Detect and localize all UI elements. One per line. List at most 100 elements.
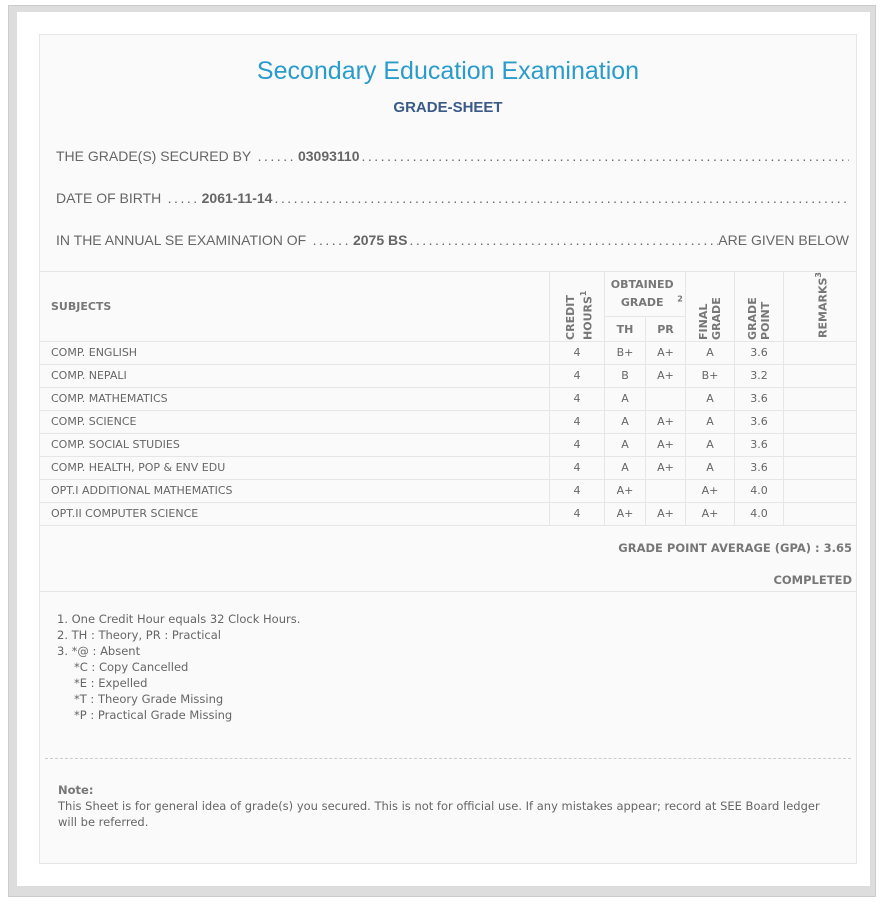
cell-credit: 4 xyxy=(549,455,605,480)
exam-year: 2075 BS xyxy=(352,232,408,248)
cell-credit: 4 xyxy=(549,386,605,411)
dot-leader: ...... xyxy=(306,232,351,248)
cell-gp: 4.0 xyxy=(734,478,784,503)
footnote: 1. One Credit Hour equals 32 Clock Hours… xyxy=(57,612,301,626)
table-row: OPT.II COMPUTER SCIENCE 4 A+ A+ A+ 4.0 xyxy=(40,501,857,526)
page-title: Secondary Education Examination xyxy=(256,57,640,85)
table-row: COMP. HEALTH, POP & ENV EDU 4 A A+ A 3.6 xyxy=(40,455,857,480)
cell-final: A xyxy=(685,409,735,434)
cell-remarks xyxy=(783,363,857,388)
exam-line: IN THE ANNUAL SE EXAMINATION OF ...... 2… xyxy=(56,232,849,248)
note: Note: This Sheet is for general idea of … xyxy=(58,782,836,830)
header-final-grade: FINAL GRADE xyxy=(685,271,735,342)
header-th: TH xyxy=(604,316,646,342)
cell-remarks xyxy=(783,386,857,411)
cell-pr: A+ xyxy=(645,340,686,365)
exam-label: IN THE ANNUAL SE EXAMINATION OF xyxy=(56,232,307,248)
cell-subject: COMP. ENGLISH xyxy=(40,340,550,365)
cell-pr: A+ xyxy=(645,432,686,457)
header-credit-hours: CREDIT HOURS1 xyxy=(549,271,605,342)
remark-code: *E : Expelled xyxy=(74,676,148,690)
cell-gp: 3.2 xyxy=(734,363,784,388)
cell-pr xyxy=(645,386,686,411)
dot-leader: ...... xyxy=(251,148,296,164)
cell-pr: A+ xyxy=(645,363,686,388)
header-pr: PR xyxy=(645,316,686,342)
cell-remarks xyxy=(783,409,857,434)
cell-subject: COMP. HEALTH, POP & ENV EDU xyxy=(40,455,550,480)
cell-remarks xyxy=(783,432,857,457)
cell-remarks xyxy=(783,340,857,365)
cell-subject: OPT.II COMPUTER SCIENCE xyxy=(40,501,550,526)
secured-label: THE GRADE(S) SECURED BY xyxy=(56,148,252,164)
footnote-ref: 1 xyxy=(579,289,588,296)
header-obtained-grade: OBTAINED GRADE 2 xyxy=(604,270,686,318)
note-label: Note: xyxy=(58,783,94,797)
cell-final: A xyxy=(685,432,735,457)
table-row: COMP. MATHEMATICS 4 A A 3.6 xyxy=(40,386,857,411)
cell-subject: OPT.I ADDITIONAL MATHEMATICS xyxy=(40,478,550,503)
cell-subject: COMP. NEPALI xyxy=(40,363,550,388)
table-row: COMP. ENGLISH 4 B+ A+ A 3.6 xyxy=(40,340,857,365)
cell-gp: 4.0 xyxy=(734,501,784,526)
cell-th: A+ xyxy=(604,478,646,503)
cell-subject: COMP. MATHEMATICS xyxy=(40,386,550,411)
result-status: COMPLETED xyxy=(773,573,852,587)
cell-pr xyxy=(645,478,686,503)
cell-remarks xyxy=(783,455,857,480)
table-row: OPT.I ADDITIONAL MATHEMATICS 4 A+ A+ 4.0 xyxy=(40,478,857,503)
header-text: REMARKS xyxy=(816,277,830,338)
cell-final: A+ xyxy=(685,501,735,526)
cell-th: A xyxy=(604,455,646,480)
grades-table: SUBJECTS CREDIT HOURS1 OBTAINED GRADE 2 F… xyxy=(40,270,857,526)
cell-gp: 3.6 xyxy=(734,409,784,434)
cell-credit: 4 xyxy=(549,432,605,457)
dashed-divider xyxy=(45,758,851,759)
dot-leader: ........................................… xyxy=(409,232,718,248)
remark-code: *P : Practical Grade Missing xyxy=(74,708,233,722)
cell-credit: 4 xyxy=(549,501,605,526)
cell-pr: A+ xyxy=(645,501,686,526)
remark-code: *T : Theory Grade Missing xyxy=(74,692,224,706)
cell-credit: 4 xyxy=(549,478,605,503)
symbol-number: 03093110 xyxy=(297,148,360,164)
footnotes: 1. One Credit Hour equals 32 Clock Hours… xyxy=(57,611,300,723)
cell-gp: 3.6 xyxy=(734,340,784,365)
dob-label: DATE OF BIRTH xyxy=(56,190,162,206)
cell-gp: 3.6 xyxy=(734,432,784,457)
footnote: 3. *@ : Absent xyxy=(57,644,141,658)
cell-final: B+ xyxy=(685,363,735,388)
divider xyxy=(40,591,856,592)
footnote-ref: 2 xyxy=(677,294,683,304)
cell-subject: COMP. SCIENCE xyxy=(40,409,550,434)
cell-gp: 3.6 xyxy=(734,455,784,480)
grade-sheet: Secondary Education Examination GRADE-SH… xyxy=(39,34,857,864)
cell-credit: 4 xyxy=(549,340,605,365)
cell-subject: COMP. SOCIAL STUDIES xyxy=(40,432,550,457)
cell-remarks xyxy=(783,478,857,503)
exam-suffix: ARE GIVEN BELOW xyxy=(718,232,849,248)
cell-final: A xyxy=(685,455,735,480)
footnote-ref: 3 xyxy=(813,272,823,278)
header-text: CREDIT HOURS xyxy=(564,294,595,340)
cell-credit: 4 xyxy=(549,409,605,434)
dob-value: 2061-11-14 xyxy=(201,190,273,206)
table-row: COMP. SCIENCE 4 A A+ A 3.6 xyxy=(40,409,857,434)
cell-final: A xyxy=(685,386,735,411)
cell-final: A xyxy=(685,340,735,365)
secured-by-line: THE GRADE(S) SECURED BY ...... 03093110 … xyxy=(56,148,849,164)
cell-gp: 3.6 xyxy=(734,386,784,411)
page-subtitle: GRADE-SHEET xyxy=(393,99,503,116)
cell-th: A xyxy=(604,432,646,457)
cell-remarks xyxy=(783,501,857,526)
header-text: OBTAINED GRADE xyxy=(610,278,674,310)
cell-final: A+ xyxy=(685,478,735,503)
cell-th: B+ xyxy=(604,340,646,365)
cell-th: A xyxy=(604,386,646,411)
cell-credit: 4 xyxy=(549,363,605,388)
table-row: COMP. NEPALI 4 B A+ B+ 3.2 xyxy=(40,363,857,388)
footnote: 2. TH : Theory, PR : Practical xyxy=(57,628,221,642)
cell-th: A xyxy=(604,409,646,434)
header-subjects: SUBJECTS xyxy=(40,271,550,342)
cell-pr: A+ xyxy=(645,409,686,434)
